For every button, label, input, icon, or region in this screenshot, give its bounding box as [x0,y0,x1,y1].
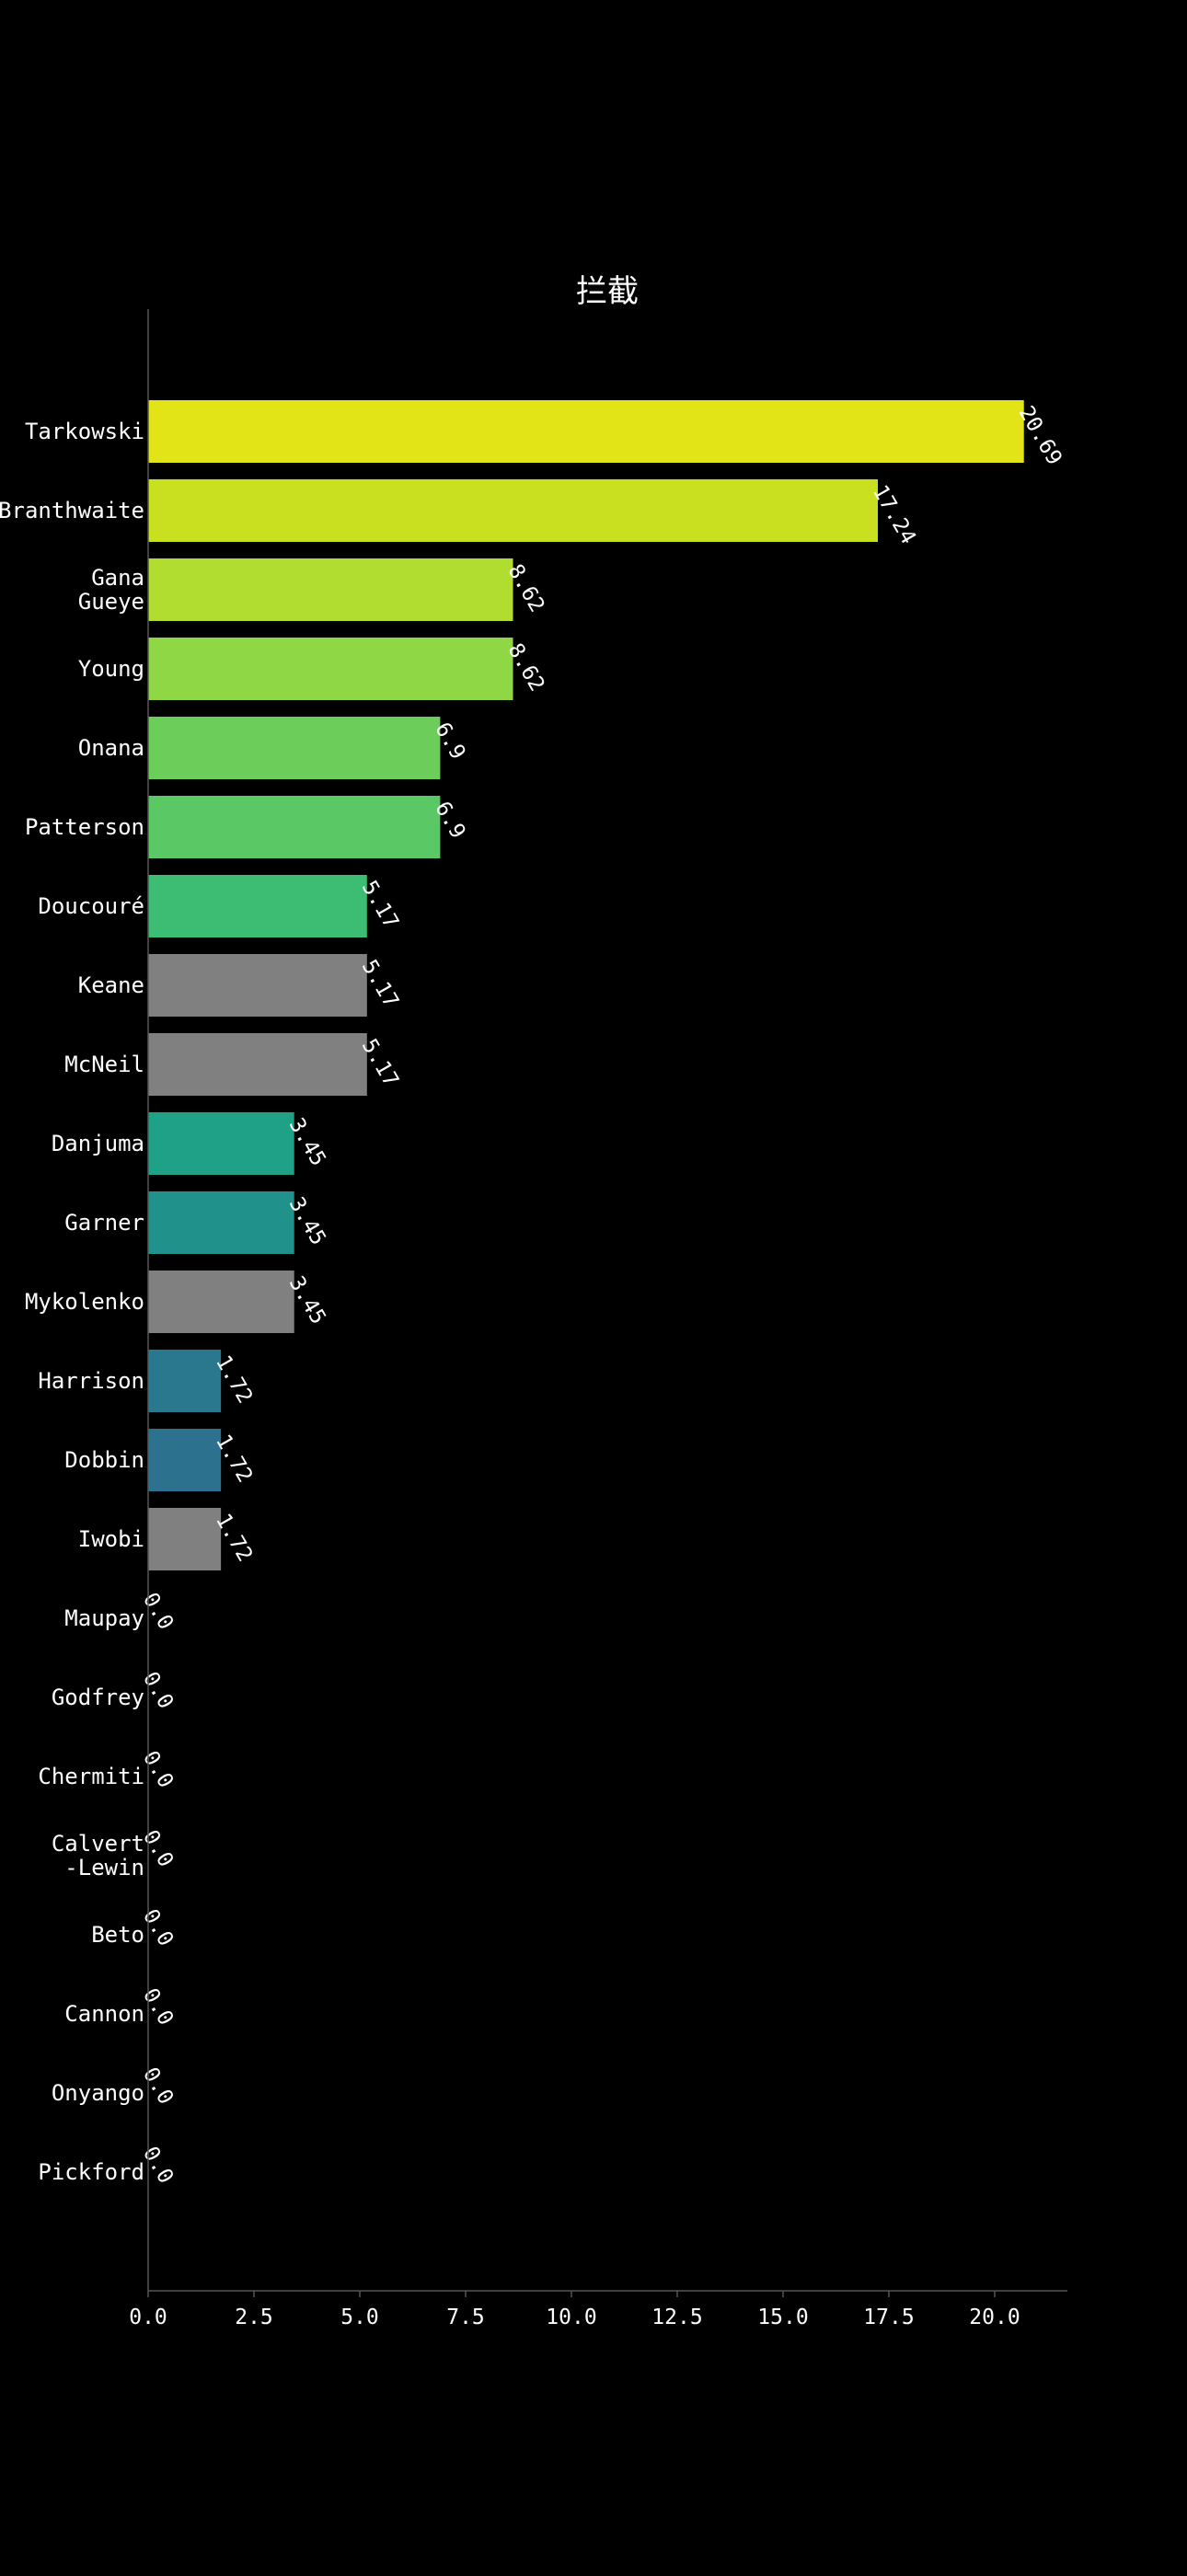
category-label: Doucouré [38,893,144,919]
x-tick-label: 10.0 [546,2306,596,2329]
bar [148,1429,222,1491]
bar [148,558,513,621]
x-tick-label: 17.5 [863,2306,914,2329]
category-label: Young [78,656,144,682]
bars-layer [148,400,1024,1570]
bar [148,1350,222,1412]
category-label: Branthwaite [0,498,144,523]
category-label: Dobbin [64,1447,144,1473]
category-label: Chermiti [38,1764,144,1789]
x-axis-ticks: 0.0 2.5 5.0 7.5 10.0 12.5 15.0 17.5 20.0 [129,2291,1020,2329]
x-tick-label: 2.5 [235,2306,273,2329]
category-label: Pickford [38,2159,144,2185]
category-label: Onana [78,735,144,761]
category-label: Garner [64,1210,144,1236]
bar [148,479,879,542]
category-label: Danjuma [52,1131,144,1156]
category-label: Onyango [52,2080,144,2106]
category-label: Mykolenko [25,1289,144,1315]
x-tick-label: 7.5 [446,2306,485,2329]
x-tick-label: 5.0 [340,2306,379,2329]
bar [148,875,367,937]
category-label: Iwobi [78,1526,144,1552]
bar [148,400,1024,463]
category-label: McNeil [64,1052,144,1077]
category-label: Godfrey [52,1685,144,1710]
bar [148,1271,294,1333]
category-label: Gana Gueye [78,565,144,615]
bar [148,717,441,779]
bar [148,1033,367,1096]
x-tick-label: 20.0 [969,2306,1020,2329]
bar [148,954,367,1017]
category-label: Harrison [38,1368,144,1394]
x-tick-label: 15.0 [757,2306,808,2329]
category-label: Patterson [25,814,144,840]
bar [148,638,513,700]
category-label: Maupay [64,1605,144,1631]
category-label: Tarkowski [25,419,144,444]
bar [148,1508,222,1570]
bar [148,796,441,858]
category-label: Cannon [64,2001,144,2027]
category-label: Beto [91,1922,144,1948]
category-label: Calvert -Lewin [52,1831,144,1880]
x-tick-label: 0.0 [129,2306,167,2329]
category-labels: Tarkowski Branthwaite Gana Gueye Young Onana P… [0,419,144,2185]
category-label: Keane [78,972,144,998]
bar [148,1191,294,1254]
chart-title: 拦截 [576,273,639,310]
x-tick-label: 12.5 [651,2306,702,2329]
bar [148,1112,294,1175]
